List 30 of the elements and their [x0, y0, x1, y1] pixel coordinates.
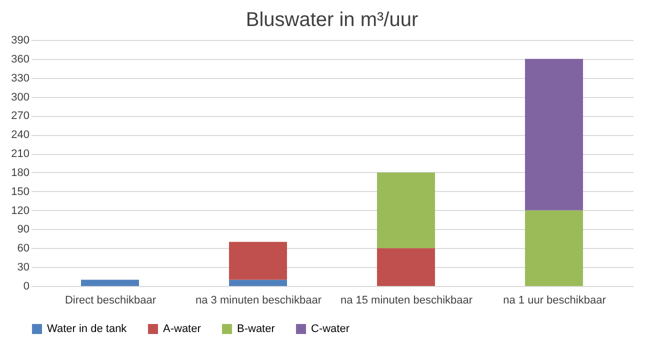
- legend-label: B-water: [237, 323, 276, 335]
- y-tick-label: 240: [11, 129, 30, 142]
- y-tick-label: 300: [11, 91, 30, 104]
- x-tick-label: Direct beschikbaar: [64, 294, 156, 306]
- legend-label: A-water: [163, 323, 202, 335]
- y-tick-label: 90: [17, 224, 30, 236]
- legend-label: Water in de tank: [47, 323, 128, 335]
- y-tick-label: 330: [11, 72, 30, 84]
- bar: [525, 210, 583, 286]
- bar: [377, 172, 435, 248]
- y-tick-label: 30: [17, 262, 30, 274]
- y-tick-label: 150: [11, 186, 30, 198]
- y-tick-label: 120: [11, 204, 30, 217]
- bar: [229, 280, 287, 286]
- x-tick-label: na 15 minuten beschikbaar: [340, 294, 473, 306]
- y-tick-label: 0: [23, 280, 30, 292]
- y-tick-label: 390: [11, 34, 30, 46]
- y-tick-label: 60: [17, 242, 30, 255]
- legend-label: C-water: [311, 323, 350, 335]
- x-tick-label: na 3 minuten beschikbaar: [196, 294, 322, 306]
- bar: [525, 58, 583, 210]
- x-tick-label: na 1 uur beschikbaar: [503, 294, 606, 306]
- y-tick-label: 360: [11, 53, 30, 66]
- chart-title: Bluswater in m³/uur: [246, 9, 418, 31]
- bar: [81, 280, 139, 286]
- y-tick-label: 210: [11, 148, 30, 160]
- bar: [229, 242, 287, 280]
- y-tick-label: 270: [11, 110, 30, 122]
- bar: [377, 248, 435, 286]
- y-tick-label: 180: [11, 166, 30, 179]
